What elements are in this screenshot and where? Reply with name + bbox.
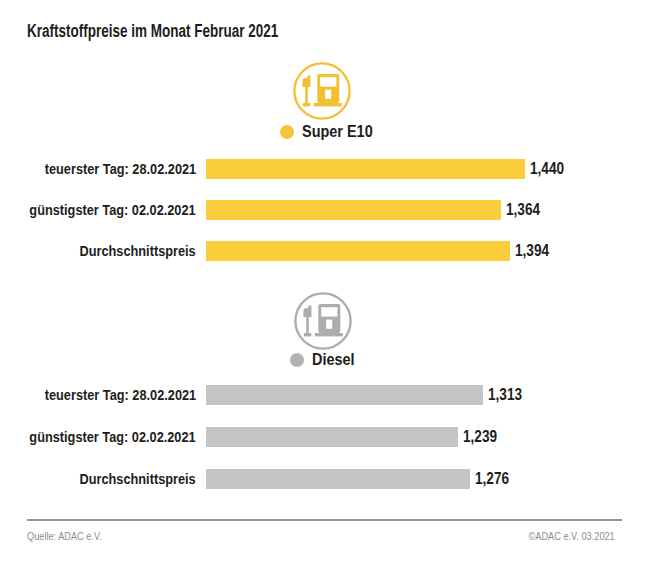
bar-row: Durchschnittspreis 1,394: [0, 241, 650, 261]
bar-label: günstigster Tag: 02.02.2021: [30, 427, 196, 447]
bar-row: teuerster Tag: 28.02.2021 1,440: [0, 159, 650, 179]
bar-value: 1,276: [475, 469, 509, 489]
footer-divider: [27, 519, 622, 521]
footer-copyright: ©ADAC e.V. 03.2021: [529, 531, 615, 542]
bar: [206, 427, 458, 447]
bar-row: Durchschnittspreis 1,276: [0, 469, 650, 489]
bar: [206, 241, 510, 261]
legend-label: Super E10: [302, 123, 373, 141]
bar-label: günstigster Tag: 02.02.2021: [30, 200, 196, 220]
bar-value: 1,394: [515, 241, 549, 261]
footer-source: Quelle: ADAC e.V.: [27, 531, 102, 542]
bar: [206, 385, 483, 405]
fuel-pump-icon: [292, 61, 352, 121]
bar-row: teuerster Tag: 28.02.2021 1,313: [0, 385, 650, 405]
bar: [206, 159, 525, 179]
bar-label: Durchschnittspreis: [80, 469, 196, 489]
bar-label: teuerster Tag: 28.02.2021: [45, 159, 196, 179]
legend-dot: [290, 353, 304, 367]
legend-label: Diesel: [312, 351, 355, 369]
bar-value: 1,440: [530, 159, 564, 179]
bar-row: günstigster Tag: 02.02.2021 1,364: [0, 200, 650, 220]
bar: [206, 200, 501, 220]
fuel-pump-icon: [293, 291, 353, 351]
chart-title: Kraftstoffpreise im Monat Februar 2021: [27, 21, 278, 42]
bar-value: 1,313: [488, 385, 522, 405]
bar-row: günstigster Tag: 02.02.2021 1,239: [0, 427, 650, 447]
bar-label: teuerster Tag: 28.02.2021: [45, 385, 196, 405]
legend-dot: [280, 125, 294, 139]
bar-label: Durchschnittspreis: [80, 241, 196, 261]
bar-value: 1,239: [463, 427, 497, 447]
bar: [206, 469, 470, 489]
bar-value: 1,364: [506, 200, 540, 220]
